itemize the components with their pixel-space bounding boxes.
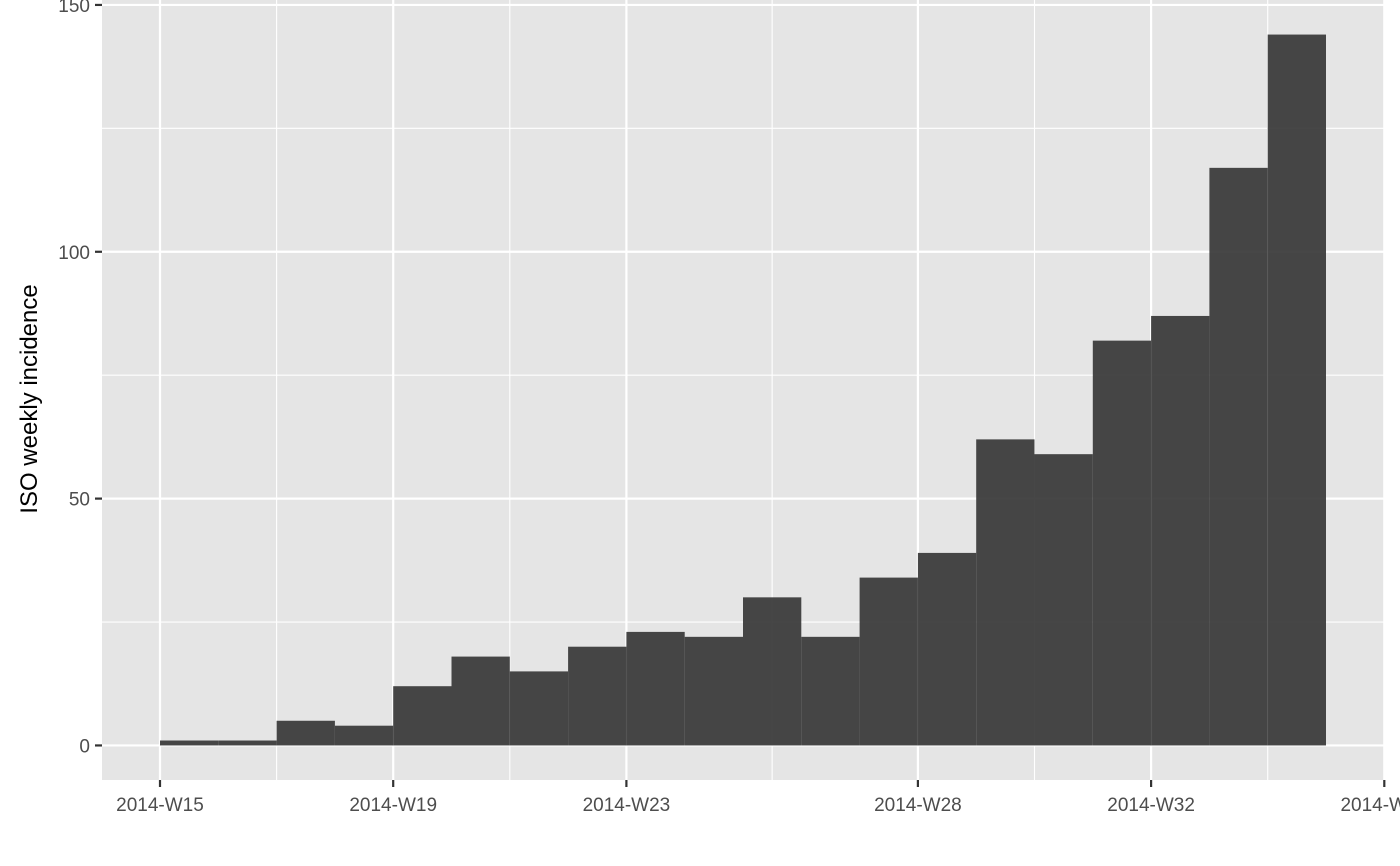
bar-2014-W26	[801, 636, 860, 746]
bar-2014-W17	[276, 720, 335, 746]
bar-2014-W25	[743, 597, 802, 746]
bar-2014-W28	[917, 552, 977, 746]
y-tick-label: 100	[58, 243, 90, 264]
bar-2014-W15	[160, 740, 219, 746]
y-tick-label: 0	[79, 736, 90, 757]
bar-2014-W32	[1151, 315, 1210, 746]
bar-2014-W20	[451, 656, 510, 746]
bar-2014-W18	[334, 725, 394, 746]
y-axis: 0 50 100 150	[58, 0, 102, 757]
y-axis-title: ISO weekly incidence	[16, 284, 43, 513]
bars	[160, 34, 1326, 746]
y-tick-label: 150	[58, 0, 90, 17]
x-tick-label: 2014-W19	[349, 795, 437, 816]
bar-2014-W21	[509, 671, 569, 746]
x-tick-label: 2014-W28	[874, 795, 962, 816]
bar-2014-W19	[393, 686, 452, 746]
bar-2014-W23	[626, 631, 685, 746]
x-tick-label: 2014-W36	[1340, 795, 1400, 816]
x-tick-label: 2014-W32	[1107, 795, 1195, 816]
bar-2014-W30	[1034, 454, 1093, 746]
bar-2014-W16	[218, 740, 277, 746]
bar-2014-W31	[1092, 340, 1152, 746]
x-tick-label: 2014-W15	[116, 795, 204, 816]
bar-2014-W24	[684, 636, 743, 746]
x-tick-label: 2014-W23	[583, 795, 671, 816]
bar-2014-W22	[568, 646, 627, 746]
y-tick-label: 50	[69, 490, 90, 511]
x-axis: 2014-W15 2014-W19 2014-W23 2014-W28 2014-W32…	[116, 780, 1400, 816]
bar-2014-W33	[1209, 167, 1268, 746]
bar-2014-W34	[1267, 34, 1326, 746]
bar-2014-W27	[859, 577, 918, 746]
bar-2014-W29	[976, 439, 1035, 746]
